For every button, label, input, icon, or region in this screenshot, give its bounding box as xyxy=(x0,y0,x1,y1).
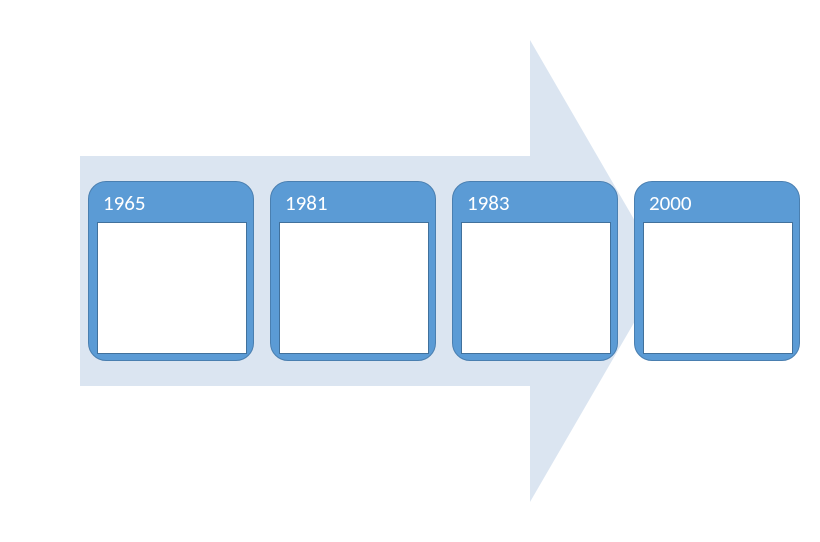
timeline-card-body xyxy=(97,222,247,354)
timeline-card-label: 1981 xyxy=(285,190,328,216)
timeline-cards: 1965 1981 1983 2000 xyxy=(88,181,800,361)
timeline-card-body xyxy=(279,222,429,354)
timeline-card-body xyxy=(461,222,611,354)
timeline-card: 1981 xyxy=(270,181,436,361)
timeline-diagram: 1965 1981 1983 2000 xyxy=(0,0,820,542)
timeline-card-label: 1965 xyxy=(103,190,146,216)
timeline-card: 1983 xyxy=(452,181,618,361)
timeline-card: 1965 xyxy=(88,181,254,361)
timeline-card-body xyxy=(643,222,793,354)
timeline-card-label: 1983 xyxy=(467,190,510,216)
timeline-card: 2000 xyxy=(634,181,800,361)
timeline-card-label: 2000 xyxy=(649,190,692,216)
